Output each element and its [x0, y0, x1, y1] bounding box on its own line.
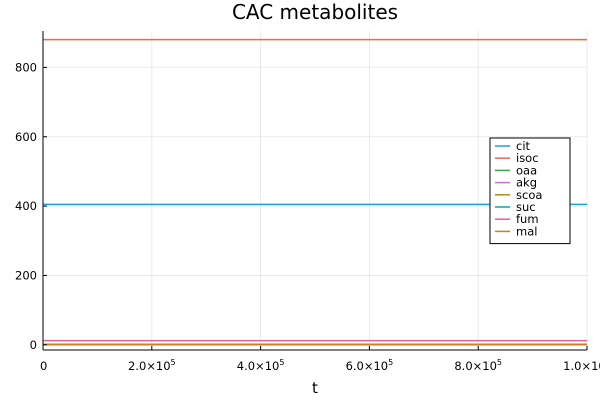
- legend-label-oaa: oaa: [516, 163, 537, 177]
- x-tick-label: 8.0×105: [454, 358, 502, 373]
- y-tick-label: 200: [15, 268, 37, 282]
- axes: 0 200 400 600 800 0 2.0×105 4.0×105 6.0×105 8.0×1…: [15, 31, 600, 373]
- legend-label-akg: akg: [516, 176, 537, 190]
- x-tick-label: 4.0×105: [237, 358, 285, 373]
- y-tick-label: 800: [15, 60, 37, 74]
- legend-label-suc: suc: [516, 200, 536, 214]
- legend-label-scoa: scoa: [516, 188, 542, 202]
- x-tick-label: 2.0×105: [128, 358, 176, 373]
- legend-box: [489, 137, 571, 245]
- x-tick-exponent: 5: [497, 358, 502, 367]
- x-tick-exponent: 5: [171, 358, 176, 367]
- y-tick-label: 400: [15, 199, 37, 213]
- x-tick-exponent: 5: [279, 358, 284, 367]
- y-tick-label: 0: [30, 338, 37, 352]
- x-tick-label: 0: [40, 359, 47, 373]
- x-axis-label: t: [312, 379, 318, 397]
- x-tick-label: 1.0×105: [563, 358, 600, 373]
- legend-label-isoc: isoc: [516, 151, 539, 165]
- x-tick-exponent: 5: [388, 358, 393, 367]
- series-layer: [43, 38, 587, 346]
- x-tick-label: 6.0×105: [346, 358, 394, 373]
- y-tick-label: 600: [15, 130, 37, 144]
- legend-label-mal: mal: [516, 224, 537, 238]
- chart-title: CAC metabolites: [232, 0, 398, 24]
- legend-label-fum: fum: [516, 212, 539, 226]
- legend-label-cit: cit: [516, 139, 531, 153]
